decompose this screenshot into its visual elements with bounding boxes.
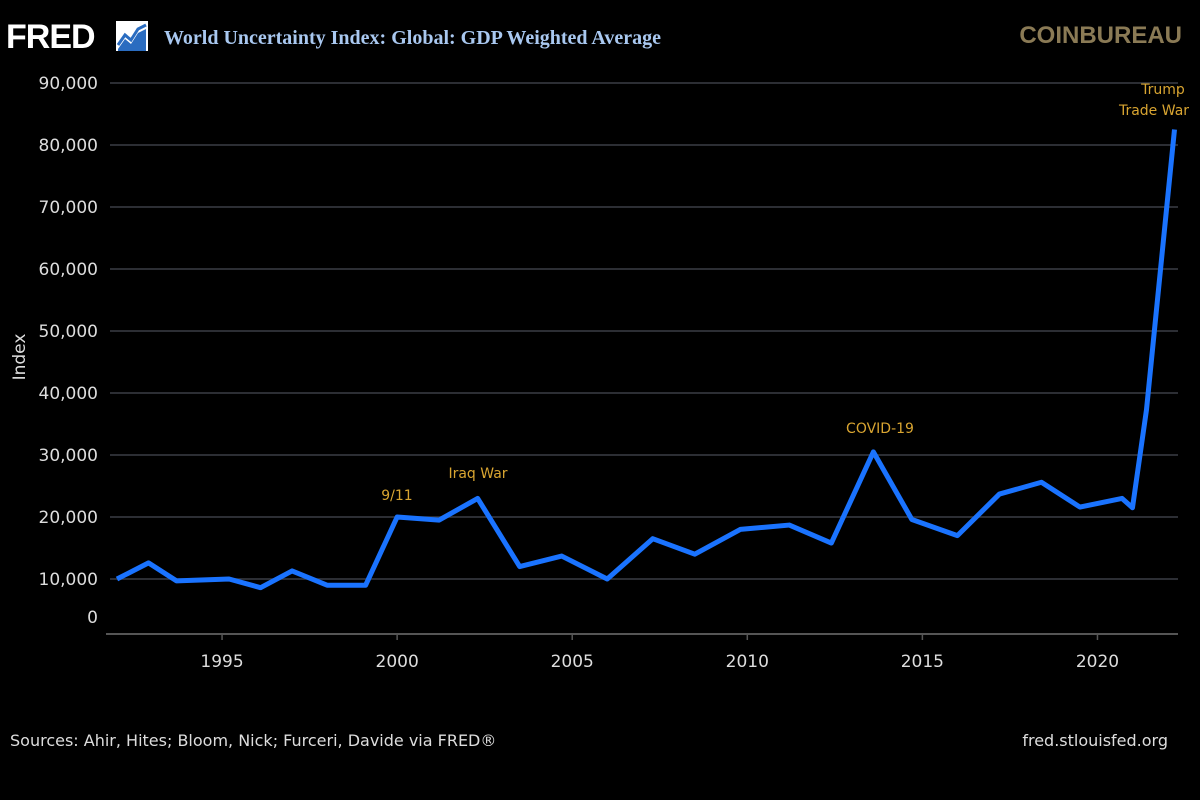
chart: 0 10,000 20,000 30,000 40,000 50,000 60,000 70,…	[10, 74, 1189, 672]
x-tick-label: 2020	[1076, 652, 1119, 672]
y-tick-label: 0	[87, 608, 98, 628]
x-tick-label: 1995	[200, 652, 243, 672]
chart-title: World Uncertainty Index: Global: GDP Wei…	[164, 27, 662, 49]
annotation: COVID-19	[846, 421, 914, 437]
y-tick-label: 10,000	[39, 570, 98, 590]
y-tick-label: 60,000	[39, 260, 98, 280]
y-tick-label: 90,000	[39, 74, 98, 94]
coinbureau-watermark: COINBUREAU	[1019, 22, 1182, 49]
y-tick-label: 50,000	[39, 322, 98, 342]
y-tick-label: 80,000	[39, 136, 98, 156]
chart-line-icon	[116, 21, 148, 51]
source-text: Sources: Ahir, Hites; Bloom, Nick; Furce…	[10, 731, 497, 750]
y-axis-label: Index	[10, 334, 30, 381]
x-tick-label: 2000	[376, 652, 419, 672]
annotation: Trade War	[1118, 103, 1189, 119]
annotation: 9/11	[381, 488, 412, 504]
x-tick-label: 2010	[726, 652, 769, 672]
y-tick-label: 20,000	[39, 508, 98, 528]
y-tick-label: 30,000	[39, 446, 98, 466]
x-tick-label: 2015	[901, 652, 944, 672]
site-link[interactable]: fred.stlouisfed.org	[1022, 731, 1168, 750]
y-tick-label: 70,000	[39, 198, 98, 218]
annotation: Iraq War	[448, 466, 507, 482]
x-tick-label: 2005	[551, 652, 594, 672]
series-line	[115, 129, 1177, 591]
annotation: Trump	[1140, 82, 1185, 98]
fred-logo: FRED	[6, 18, 96, 56]
y-tick-label: 40,000	[39, 384, 98, 404]
